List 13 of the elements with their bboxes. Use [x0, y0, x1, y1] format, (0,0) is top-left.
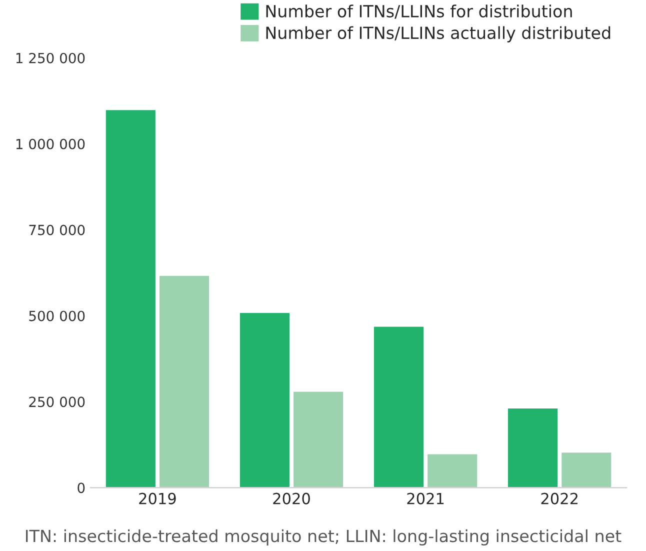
x-tick-label: 2021 [407, 492, 444, 504]
x-tick-label: 2019 [139, 492, 176, 504]
text: ITN: insecticide-treated mosquito net; LLIN: long-lasting insecticidal net [26, 529, 622, 546]
y-tick-label: 750 000 [29, 224, 85, 236]
legend-label: Number of ITNs/LLINs actually distributed [266, 26, 610, 42]
y-tick-label: 500 000 [29, 310, 85, 322]
y-tick-label: 1 250 000 [16, 52, 85, 64]
y-tick-label: 0 [78, 482, 85, 494]
legend-label: Number of ITNs/LLINs for distribution [266, 4, 572, 19]
x-tick-label: 2020 [273, 492, 310, 504]
y-tick-label: 250 000 [29, 396, 85, 408]
y-tick-label: 1 000 000 [16, 138, 85, 150]
x-tick-label: 2022 [541, 492, 578, 504]
